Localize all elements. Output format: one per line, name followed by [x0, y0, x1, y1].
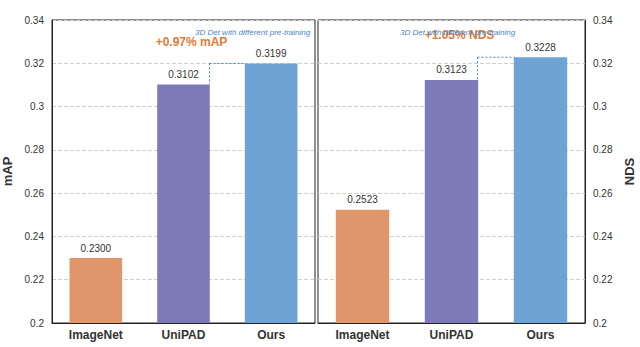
svg-text:UniPAD: UniPAD [162, 328, 206, 342]
svg-text:0.2: 0.2 [593, 318, 607, 329]
svg-text:0.22: 0.22 [593, 274, 613, 285]
svg-text:0.28: 0.28 [25, 144, 45, 155]
svg-text:Ours: Ours [257, 328, 285, 342]
svg-text:0.3123: 0.3123 [436, 64, 467, 75]
svg-text:0.26: 0.26 [25, 188, 45, 199]
svg-text:0.3199: 0.3199 [256, 48, 287, 59]
svg-text:0.2300: 0.2300 [81, 243, 112, 254]
svg-text:0.3228: 0.3228 [525, 42, 556, 53]
svg-text:mAP: mAP [0, 156, 15, 186]
svg-text:0.3102: 0.3102 [168, 69, 199, 80]
svg-text:3D Det with different pre-trai: 3D Det with different pre-training [400, 28, 516, 37]
svg-text:+0.97% mAP: +0.97% mAP [156, 35, 228, 49]
svg-text:0.34: 0.34 [25, 15, 45, 26]
svg-text:0.3: 0.3 [30, 101, 44, 112]
svg-text:0.24: 0.24 [25, 231, 45, 242]
svg-text:ImageNet: ImageNet [335, 328, 389, 342]
svg-text:0.32: 0.32 [25, 58, 45, 69]
svg-text:UniPAD: UniPAD [430, 328, 474, 342]
svg-text:0.24: 0.24 [593, 231, 613, 242]
svg-text:0.2: 0.2 [30, 318, 44, 329]
svg-text:0.34: 0.34 [593, 15, 613, 26]
svg-text:0.2523: 0.2523 [347, 194, 378, 205]
svg-text:0.22: 0.22 [25, 274, 45, 285]
svg-text:3D Det with different pre-trai: 3D Det with different pre-training [195, 28, 311, 37]
svg-text:0.3: 0.3 [593, 101, 607, 112]
svg-text:0.26: 0.26 [593, 188, 613, 199]
svg-text:NDS: NDS [622, 157, 637, 185]
svg-text:0.28: 0.28 [593, 144, 613, 155]
svg-text:ImageNet: ImageNet [69, 328, 123, 342]
svg-text:0.32: 0.32 [593, 58, 613, 69]
svg-text:Ours: Ours [526, 328, 554, 342]
